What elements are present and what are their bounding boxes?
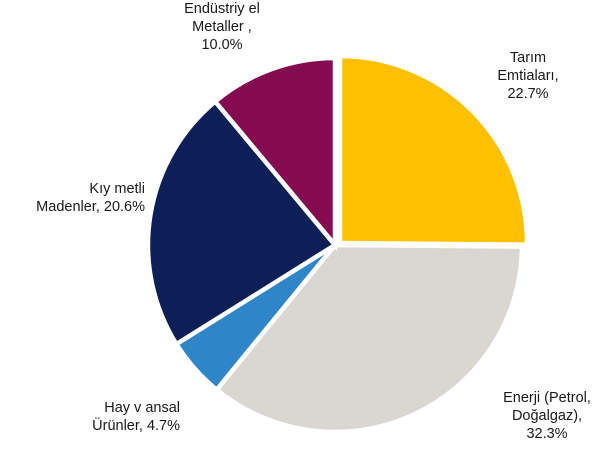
pie-label-line: Madenler, 20.6% <box>36 199 145 215</box>
pie-label-enerji: Enerji (Petrol, Doğalgaz), 32.3% <box>503 390 591 442</box>
pie-label-line: 22.7% <box>507 86 548 102</box>
pie-slices <box>145 53 530 435</box>
pie-label-line: Metaller , <box>192 19 252 35</box>
pie-label-line: Enerji (Petrol, <box>503 390 591 406</box>
pie-slice-tarim <box>337 53 530 247</box>
pie-label-endustriyel: Endüstriy el Metaller , 10.0% <box>184 1 260 53</box>
pie-label-line: Kıy metli <box>89 181 145 197</box>
pie-slice-enerji <box>213 242 525 435</box>
pie-label-line: Ürünler, 4.7% <box>92 416 180 434</box>
pie-slice-endustriyel <box>211 55 338 252</box>
pie-label-line: Doğalgaz), <box>512 408 582 424</box>
pie-label-line: 10.0% <box>201 37 242 53</box>
pie-label-line: Emtiaları, <box>497 68 558 84</box>
pie-label-tarim: Tarım Emtiaları, 22.7% <box>497 50 558 102</box>
pie-label-line: 32.3% <box>526 426 567 442</box>
pie-label-kiymetli: Kıy metli Madenler, 20.6% <box>36 181 145 215</box>
pie-label-line: Hay v ansal <box>104 400 180 416</box>
pie-label-line: Endüstriy el <box>184 1 260 17</box>
pie-labels: Tarım Emtiaları, 22.7% Enerji (Petrol, Doğal… <box>36 1 591 442</box>
pie-label-line: Tarım <box>510 50 546 66</box>
pie-slice-kiymetli <box>145 98 339 348</box>
pie-label-hayvansal: Hay v ansal Ürünler, 4.7% <box>92 400 180 434</box>
